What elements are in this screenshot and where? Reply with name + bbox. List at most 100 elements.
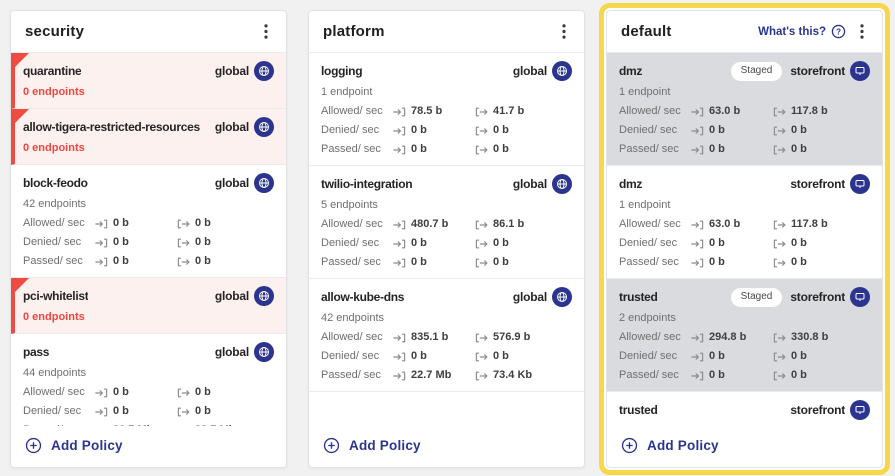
outbound-value: 73.4 Kb xyxy=(493,369,533,381)
stat-label: Denied/ sec xyxy=(321,124,380,136)
policy-card-header: pci-whitelist global xyxy=(23,286,274,306)
policy-card-list: logging global 1 endpoint Allowed/ sec 78.5 … xyxy=(309,53,584,426)
policy-card[interactable]: allow-kube-dns global 42 endpoints Allowed/… xyxy=(309,279,584,392)
policy-card[interactable]: dmz storefront 1 endpoint Allowed/ sec 63.0 … xyxy=(607,166,882,279)
inbound-value: 0 b xyxy=(411,124,427,136)
traffic-stat-row: Passed/ sec 22.7 Mb 22.7 Mb xyxy=(23,424,274,426)
outbound-stat: 73.4 Kb xyxy=(475,369,532,382)
policy-card[interactable]: allow-tigera-restricted-resources global 0… xyxy=(11,109,286,165)
outbound-arrow-icon xyxy=(475,352,488,362)
outbound-arrow-icon xyxy=(177,388,190,398)
add-policy-button[interactable]: Add Policy xyxy=(621,437,719,454)
outbound-value: 0 b xyxy=(493,124,509,136)
stat-label: Denied/ sec xyxy=(23,236,82,248)
globe-icon xyxy=(254,61,274,81)
outbound-arrow-icon xyxy=(475,258,488,268)
outbound-arrow-icon xyxy=(177,219,190,229)
outbound-stat: 0 b xyxy=(773,256,807,269)
outbound-arrow-icon xyxy=(773,352,786,362)
inbound-arrow-icon xyxy=(691,145,704,155)
scope-label: storefront xyxy=(790,64,845,78)
stat-label: Denied/ sec xyxy=(321,237,380,249)
inbound-value: 480.7 b xyxy=(411,218,449,230)
traffic-stat-row: Allowed/ sec 294.8 b 330.8 b xyxy=(619,331,870,344)
policy-card-header: trusted storefront xyxy=(619,400,870,420)
inbound-value: 0 b xyxy=(113,405,129,417)
kebab-menu-icon[interactable] xyxy=(856,22,868,41)
stat-label: Allowed/ sec xyxy=(321,331,383,343)
outbound-stat: 117.8 b xyxy=(773,105,828,118)
inbound-arrow-icon xyxy=(95,388,108,398)
policy-card[interactable]: dmz Staged storefront 1 endpoint Allowed/ se… xyxy=(607,53,882,166)
outbound-stat: 86.1 b xyxy=(475,218,524,231)
policy-card[interactable]: pass global 44 endpoints Allowed/ sec 0 b 0 b… xyxy=(11,334,286,426)
endpoints-count: 1 endpoint xyxy=(619,86,671,98)
inbound-value: 0 b xyxy=(411,237,427,249)
inbound-stat: 0 b xyxy=(393,256,475,269)
policy-tier-column-platform: platform logging global 1 endpoint Allowed/… xyxy=(308,10,585,468)
outbound-value: 0 b xyxy=(493,350,509,362)
add-policy-label: Add Policy xyxy=(51,438,123,453)
endpoints-count: 0 endpoints xyxy=(23,311,85,323)
inbound-arrow-icon xyxy=(393,258,406,268)
traffic-stat-row: Passed/ sec 22.7 Mb 73.4 Kb xyxy=(321,369,572,382)
globe-icon xyxy=(254,286,274,306)
policy-card[interactable]: block-feodo global 42 endpoints Allowed/ se… xyxy=(11,165,286,278)
policy-card[interactable]: trusted Staged storefront 2 endpoints Allowe… xyxy=(607,279,882,392)
policy-tier-column-security: security quarantine global 0 endpoints allo… xyxy=(10,10,287,468)
traffic-stat-row: Passed/ sec 0 b 0 b xyxy=(321,143,572,156)
column-footer: Add Policy xyxy=(309,426,584,467)
outbound-value: 0 b xyxy=(791,124,807,136)
policy-name: trusted xyxy=(619,290,658,304)
policy-card[interactable]: trusted storefront xyxy=(607,392,882,426)
scope-label: global xyxy=(214,120,249,134)
policy-card[interactable]: quarantine global 0 endpoints xyxy=(11,53,286,109)
monitor-icon xyxy=(850,400,870,420)
policy-card[interactable]: logging global 1 endpoint Allowed/ sec 78.5 … xyxy=(309,53,584,166)
traffic-stat-row: Denied/ sec 0 b 0 b xyxy=(321,350,572,363)
inbound-stat: 0 b xyxy=(393,237,475,250)
add-policy-button[interactable]: Add Policy xyxy=(25,437,123,454)
outbound-stat: 0 b xyxy=(475,237,509,250)
inbound-value: 835.1 b xyxy=(411,331,449,343)
outbound-arrow-icon xyxy=(773,333,786,343)
outbound-arrow-icon xyxy=(773,371,786,381)
outbound-arrow-icon xyxy=(773,107,786,117)
question-circle-icon: ? xyxy=(831,24,846,39)
traffic-stat-row: Allowed/ sec 63.0 b 117.8 b xyxy=(619,218,870,231)
outbound-arrow-icon xyxy=(177,426,190,427)
whats-this-link[interactable]: What's this? ? xyxy=(758,24,846,39)
scope-label: global xyxy=(512,290,547,304)
endpoints-count: 0 endpoints xyxy=(23,86,85,98)
monitor-icon xyxy=(850,61,870,81)
traffic-stat-row: Denied/ sec 0 b 0 b xyxy=(619,237,870,250)
traffic-stat-row: Denied/ sec 0 b 0 b xyxy=(619,350,870,363)
whats-this-label: What's this? xyxy=(758,25,826,38)
policy-card-list: quarantine global 0 endpoints allow-tigera-… xyxy=(11,53,286,426)
plus-circle-icon xyxy=(25,437,42,454)
stat-label: Passed/ sec xyxy=(619,369,679,381)
policy-card[interactable]: pci-whitelist global 0 endpoints xyxy=(11,278,286,334)
policy-card[interactable]: twilio-integration global 5 endpoints Allow… xyxy=(309,166,584,279)
inbound-stat: 0 b xyxy=(691,350,773,363)
column-title: security xyxy=(25,23,85,40)
outbound-stat: 0 b xyxy=(177,217,211,230)
add-policy-button[interactable]: Add Policy xyxy=(323,437,421,454)
kebab-menu-icon[interactable] xyxy=(260,22,272,41)
outbound-value: 22.7 Mb xyxy=(195,424,235,426)
outbound-value: 0 b xyxy=(791,143,807,155)
outbound-arrow-icon xyxy=(773,220,786,230)
globe-icon xyxy=(254,173,274,193)
policy-name: quarantine xyxy=(23,64,82,78)
column-title: default xyxy=(621,23,672,40)
outbound-value: 0 b xyxy=(195,386,211,398)
outbound-stat: 0 b xyxy=(773,350,807,363)
outbound-stat: 0 b xyxy=(475,124,509,137)
policy-name: twilio-integration xyxy=(321,177,413,191)
traffic-stat-row: Allowed/ sec 835.1 b 576.9 b xyxy=(321,331,572,344)
column-header: platform xyxy=(309,11,584,53)
inbound-stat: 0 b xyxy=(691,256,773,269)
inbound-value: 0 b xyxy=(113,236,129,248)
stat-label: Passed/ sec xyxy=(321,143,381,155)
kebab-menu-icon[interactable] xyxy=(558,22,570,41)
